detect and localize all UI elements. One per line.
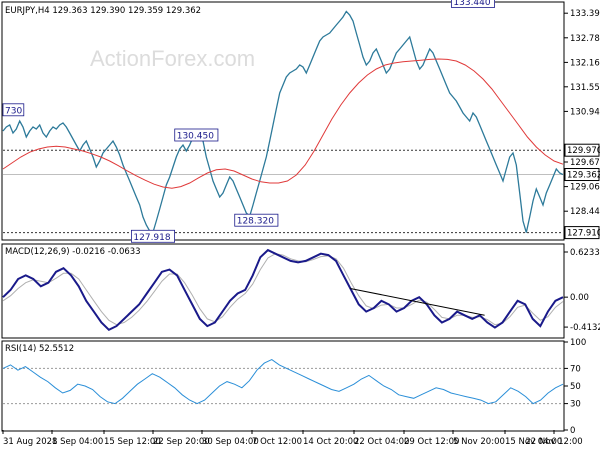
rsi-y-tick-label: 100	[570, 338, 586, 348]
time-axis-tick-label: 15 Sep 12:00	[104, 437, 161, 447]
rsi-line	[2, 359, 564, 405]
macd-trendline	[350, 287, 485, 316]
price-series-line	[2, 10, 564, 234]
rsi-y-tick-label: 0	[570, 426, 575, 436]
price-reference-box	[564, 143, 600, 157]
price-annotation-label: 128.320	[237, 217, 274, 227]
time-axis-tick-label: 8 Sep 04:00	[52, 437, 103, 447]
time-axis-tick-label: 29 Oct 12:00	[404, 437, 459, 447]
price-reference-box	[564, 226, 600, 240]
time-axis-tick-label: 15 Nov 04:00	[505, 437, 562, 447]
price-reference-label: 127.910	[567, 229, 600, 239]
time-axis-tick-label: 5 Nov 20:00	[453, 437, 505, 447]
price-chart-title: EURJPY,H4 129.363 129.390 129.359 129.36…	[5, 6, 201, 16]
macd-y-tick-label: 0.00	[570, 293, 589, 303]
time-axis-tick-label: 30 Sep 04:00	[202, 437, 259, 447]
rsi-chart-title: RSI(14) 52.5512	[5, 344, 74, 354]
current-price-box	[564, 168, 600, 182]
price-annotation-box	[174, 128, 219, 142]
time-axis-tick-label: 22 Nov 12:00	[525, 437, 582, 447]
price-y-tick-label: 130.940	[570, 107, 600, 117]
price-annotation-box	[450, 0, 495, 8]
price-annotation-label: 730	[5, 106, 22, 116]
price-y-tick-label: 129.675	[570, 158, 600, 168]
macd-panel-frame	[1, 243, 565, 339]
rsi-panel-frame	[1, 340, 565, 432]
price-reference-label: 129.970	[567, 146, 600, 156]
watermark: ActionForex.com	[90, 46, 255, 71]
price-annotation-box	[130, 229, 175, 243]
time-axis-tick-label: 31 Aug 2021	[3, 437, 57, 447]
macd-panel: 0.6233 0.00 -0.4132 MACD(12,26,9) -0.0216 -…	[2, 247, 600, 333]
macd-y-tick-label: 0.6233	[570, 248, 600, 258]
price-annotation-label: 127.918	[133, 233, 170, 243]
time-axis-tick-label: 22 Sep 20:00	[153, 437, 210, 447]
price-annotation-label: 130.450	[177, 132, 214, 142]
moving-average-line	[2, 58, 564, 189]
macd-main-line	[2, 248, 564, 332]
macd-chart-title: MACD(12,26,9) -0.0216 -0.0633	[5, 247, 141, 257]
price-annotation-box	[2, 103, 25, 117]
price-panel-frame	[1, 1, 565, 241]
macd-y-tick-label: -0.4132	[570, 323, 600, 333]
price-panel: 133.395 132.780 132.165 131.555 130.940 129.6…	[2, 0, 600, 243]
rsi-y-tick-label: 50	[570, 382, 581, 392]
price-annotation-label: 133.440	[453, 0, 490, 8]
rsi-y-tick-label: 30	[570, 400, 581, 410]
price-y-tick-label: 132.780	[570, 34, 600, 44]
price-y-tick-label: 131.555	[570, 83, 600, 93]
price-annotation-box	[234, 213, 279, 227]
price-y-tick-label: 129.060	[570, 183, 600, 193]
rsi-y-tick-label: 70	[570, 364, 581, 374]
time-axis-tick-label: 22 Oct 04:00	[354, 437, 409, 447]
price-y-tick-label: 132.165	[570, 58, 600, 68]
rsi-panel: 100 70 50 30 0 RSI(14) 52.5512	[2, 338, 586, 436]
time-axis-tick-label: 7 Oct 12:00	[252, 437, 302, 447]
time-axis-tick-label: 14 Oct 20:00	[303, 437, 358, 447]
current-price-label: 129.362	[567, 171, 600, 181]
price-y-tick-label: 128.445	[570, 207, 600, 217]
price-y-tick-label: 133.395	[570, 9, 600, 19]
